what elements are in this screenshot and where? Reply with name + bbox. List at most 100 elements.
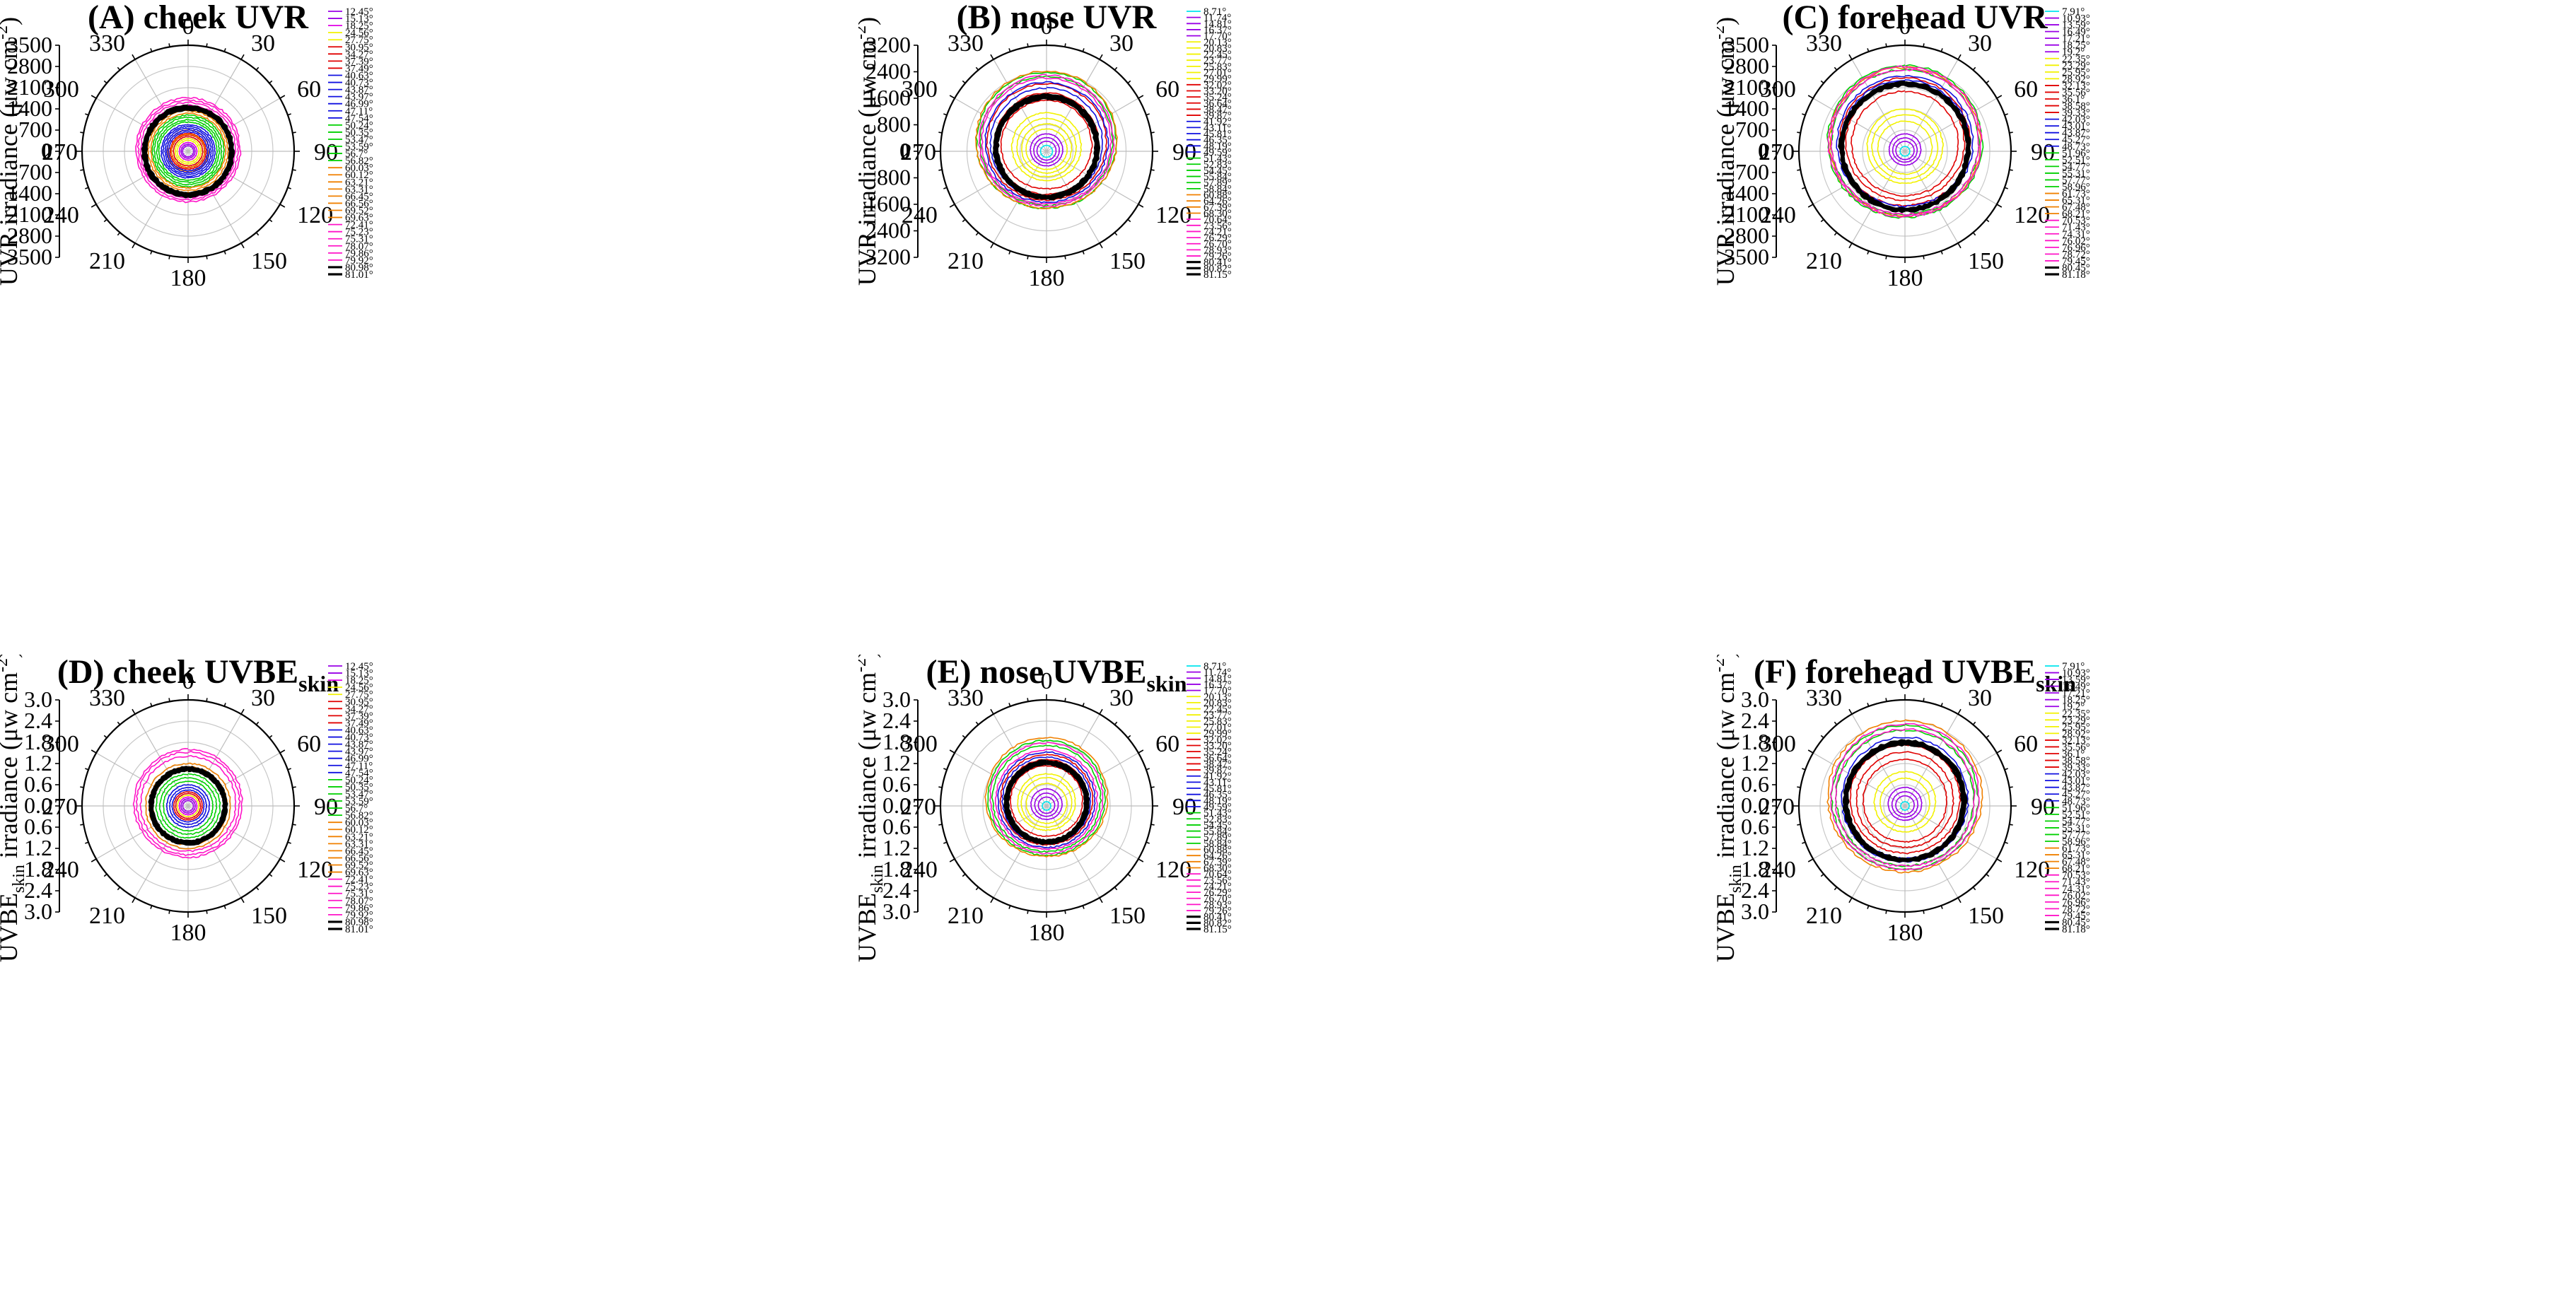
legend-label: 46.99° xyxy=(345,754,373,765)
legend-label: 22.45° xyxy=(1204,49,1232,61)
legend-label: 52.83° xyxy=(1204,159,1232,170)
angle-tick xyxy=(1834,232,1838,236)
legend-label: 63.31° xyxy=(345,184,373,195)
angle-tick xyxy=(255,66,260,71)
legend-label: 12.45° xyxy=(345,6,373,18)
legend-label: 54.77° xyxy=(2062,816,2090,827)
angle-label: 330 xyxy=(948,685,984,711)
radial-tick-label: 1.2 xyxy=(882,835,911,860)
radial-tick-label: 0.0 xyxy=(24,793,52,818)
angle-label: 330 xyxy=(89,685,125,711)
angle-tick xyxy=(1146,113,1150,116)
legend-label: 66.56° xyxy=(345,853,373,864)
radial-tick-label: 700 xyxy=(1735,159,1769,185)
angle-tick xyxy=(168,255,170,259)
series-line xyxy=(1042,801,1051,811)
angle-tick xyxy=(1802,187,1806,189)
series-line xyxy=(169,786,208,826)
legend-label: 36.1° xyxy=(2062,94,2085,105)
legend-label: 35.24° xyxy=(1204,747,1232,758)
legend-label: 53.59° xyxy=(345,141,373,153)
radial-tick-label: 3500 xyxy=(7,32,52,57)
series-line xyxy=(182,800,194,812)
legend-label: 20.83° xyxy=(1204,698,1232,709)
angle-tick xyxy=(1986,80,1990,84)
series-line xyxy=(1017,773,1076,831)
series-line xyxy=(1877,120,1933,175)
panel-f: 0 30 60 90 120 150 180 210 240 270 300 330 3.0 2.4 1.8… xyxy=(1717,655,2575,1309)
radial-tick-label: 1.2 xyxy=(1741,750,1769,776)
radial-tick-label: 1.2 xyxy=(24,835,52,860)
radial-tick-label: 0 xyxy=(899,138,911,163)
angle-label: 120 xyxy=(297,202,333,228)
legend-label: 57.77° xyxy=(2062,829,2090,841)
y-axis-label: UVR irradiance (μw cm-2) xyxy=(858,17,881,286)
series-line xyxy=(1888,133,1922,166)
series-line xyxy=(1829,723,1980,871)
angle-tick xyxy=(962,873,966,877)
legend-label: 10.93° xyxy=(2062,668,2090,679)
angle-tick xyxy=(240,54,245,60)
chart-title: (F) forehead UVBEskin xyxy=(1754,655,2076,696)
angle-tick xyxy=(1082,250,1085,255)
series-line xyxy=(1891,791,1919,818)
legend-label: 48.19° xyxy=(1204,795,1232,807)
legend-label: 34.27° xyxy=(345,703,373,715)
angle-tick xyxy=(1138,95,1144,99)
angle-label: 180 xyxy=(1029,920,1065,946)
radial-tick-label: 1.2 xyxy=(24,750,52,776)
radial-tick-label: 1.8 xyxy=(24,856,52,882)
angle-tick xyxy=(962,80,966,84)
angle-tick xyxy=(943,768,948,771)
angle-label: 210 xyxy=(1806,248,1842,274)
angle-tick xyxy=(975,887,979,891)
series-line xyxy=(1851,90,1959,197)
legend-label: 47.54° xyxy=(345,768,373,779)
series-line xyxy=(174,138,202,165)
angle-tick xyxy=(1820,873,1824,877)
legend-label: 11.74° xyxy=(1204,13,1231,24)
legend-label: 39.33° xyxy=(2062,762,2090,773)
grid-spoke xyxy=(1904,151,1998,205)
legend-label: 68.30° xyxy=(1204,208,1232,219)
radial-tick-label: 700 xyxy=(18,117,52,142)
radial-tick-label: 800 xyxy=(877,165,911,190)
angle-tick xyxy=(223,905,226,909)
legend-label: 38.47° xyxy=(1204,104,1232,115)
angle-tick xyxy=(1940,905,1943,909)
radial-tick-label: 0.6 xyxy=(882,814,911,839)
legend-label: 66.56° xyxy=(345,198,373,209)
angle-label: 330 xyxy=(89,30,125,57)
legend-label: 18.25° xyxy=(2062,695,2090,706)
legend-label: 55.84° xyxy=(1204,172,1232,183)
angle-tick xyxy=(279,858,286,862)
y-axis-label: UVBEskin irradiance (μw cm-2) xyxy=(0,655,28,962)
legend-label: 27.75° xyxy=(345,35,373,46)
angle-tick xyxy=(206,43,208,47)
legend-label: 45.81° xyxy=(1204,129,1232,140)
legend-label: 80.45° xyxy=(2062,917,2090,928)
angle-tick xyxy=(1807,749,1814,754)
legend-label: 13.59° xyxy=(2062,674,2090,686)
legend-label: 49.59° xyxy=(1204,147,1232,158)
legend-label: 81.15° xyxy=(1204,924,1232,935)
angle-tick xyxy=(1834,887,1838,891)
angle-label: 150 xyxy=(251,248,287,274)
legend-label: 43.11° xyxy=(1204,122,1231,134)
radial-tick-label: 2800 xyxy=(7,223,52,248)
legend-label: 76.29° xyxy=(1204,233,1232,244)
angle-tick xyxy=(1027,43,1029,47)
angle-tick xyxy=(949,858,955,862)
angle-label: 60 xyxy=(297,731,321,757)
legend-label: 78.93° xyxy=(1204,899,1232,911)
angle-tick xyxy=(292,824,296,826)
angle-tick xyxy=(1848,242,1853,249)
angle-label: 180 xyxy=(1887,265,1923,291)
series-line xyxy=(1895,795,1915,815)
angle-tick xyxy=(1008,250,1011,255)
series-line xyxy=(164,127,212,175)
legend-label: 8.71° xyxy=(1204,661,1226,672)
legend-label: 37.39° xyxy=(345,710,373,722)
angle-label: 210 xyxy=(1806,903,1842,929)
legend-label: 56.82° xyxy=(345,810,373,821)
